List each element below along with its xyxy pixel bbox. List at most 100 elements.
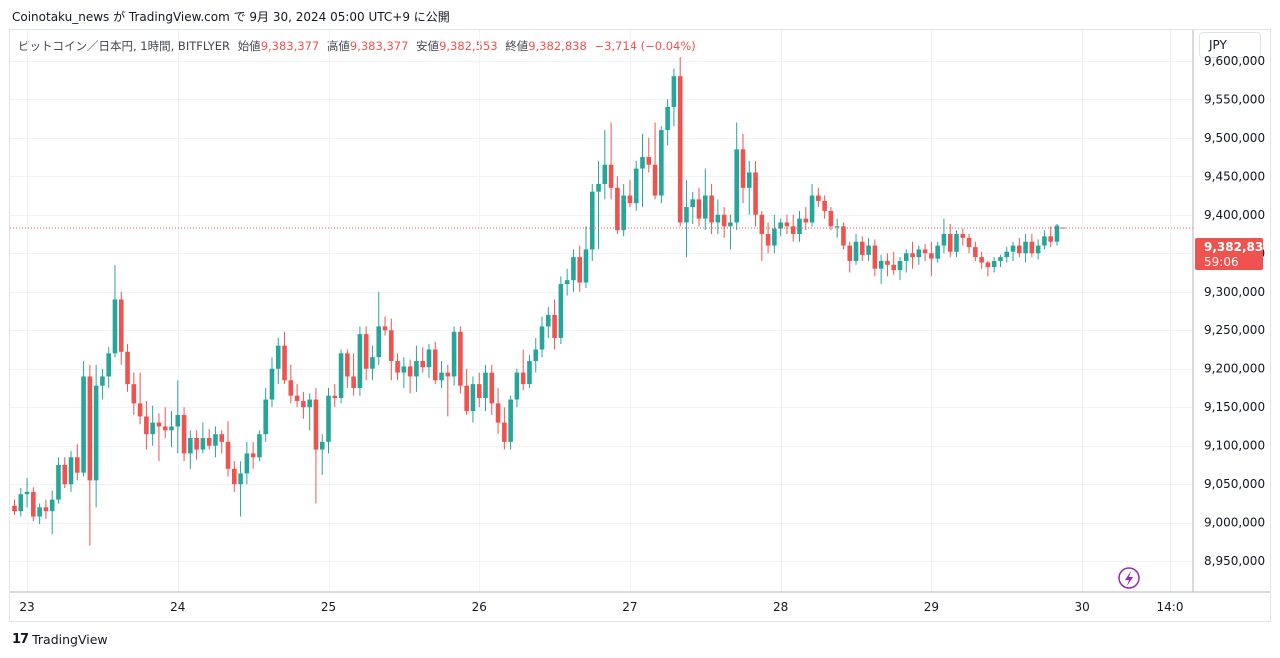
candle-body [307, 399, 312, 408]
candle-body [363, 334, 369, 369]
candle [169, 411, 174, 448]
candle-body [539, 326, 545, 350]
candle [1017, 237, 1022, 258]
candle [985, 260, 991, 277]
candle-body [596, 183, 601, 192]
candle [118, 291, 124, 365]
candle-body [577, 257, 582, 283]
candle [847, 241, 853, 273]
candle [75, 444, 80, 481]
candle-body [633, 168, 639, 204]
candle [420, 347, 425, 373]
candle-body [244, 453, 250, 474]
candle [43, 499, 49, 519]
candle-body [263, 399, 268, 435]
candle [784, 214, 790, 235]
candle [87, 364, 93, 546]
currency-button[interactable]: JPY [1199, 32, 1261, 58]
candle-body [665, 106, 670, 131]
candle-body [1023, 241, 1028, 254]
candle-body [828, 210, 834, 227]
candle-body [257, 434, 262, 458]
candle [288, 364, 294, 404]
candle [206, 428, 212, 450]
y-tick-label: 9,000,000 [1204, 516, 1265, 530]
candle-body [671, 76, 677, 107]
candle [571, 249, 576, 292]
lightning-icon[interactable] [1118, 567, 1140, 589]
y-tick-label: 9,500,000 [1204, 131, 1265, 145]
candle-body [169, 426, 174, 431]
candle-body [49, 499, 55, 512]
candle [866, 237, 871, 261]
candle [1004, 247, 1010, 263]
candle-body [382, 326, 388, 331]
y-tick-label: 9,150,000 [1204, 400, 1265, 414]
chart-frame [9, 29, 1271, 622]
publish-info: Coinotaku_news が TradingView.com で 9月 30… [12, 10, 450, 24]
candle-body [432, 349, 438, 381]
candle [602, 130, 608, 200]
candle-body [401, 366, 407, 373]
candle [671, 68, 677, 127]
candle-body [684, 207, 689, 223]
candle [93, 364, 99, 508]
candle [244, 441, 250, 485]
candle [125, 344, 130, 392]
candle [345, 349, 350, 388]
candle [106, 347, 111, 388]
candle [175, 380, 181, 454]
candle-body [294, 395, 300, 402]
tradingview-brand[interactable]: 17 TradingView [12, 632, 108, 647]
candle [357, 326, 363, 396]
candle-body [56, 464, 61, 500]
candle [533, 337, 539, 373]
candle-body [376, 326, 382, 358]
candle [709, 183, 714, 235]
candle [922, 244, 928, 261]
candle-body [533, 349, 539, 362]
candle [351, 353, 356, 396]
candle [313, 387, 319, 504]
candle [910, 241, 915, 269]
candle [853, 234, 859, 265]
candle-body [935, 245, 940, 259]
candle-body [772, 228, 777, 246]
candle [250, 441, 256, 469]
candle [1023, 234, 1028, 263]
candle [834, 218, 840, 238]
y-tick-label: 9,050,000 [1204, 477, 1265, 491]
candle [112, 264, 118, 358]
candle [520, 349, 526, 391]
candle-body [1042, 236, 1047, 246]
candle-body [345, 353, 350, 377]
candle [200, 422, 206, 454]
close-label: 終値 [505, 39, 529, 53]
candle-body [301, 401, 306, 408]
candle-body [834, 226, 840, 228]
candle-body [213, 434, 218, 446]
candle-body [282, 345, 287, 381]
candle [407, 359, 413, 394]
candle [734, 122, 739, 231]
tradingview-logo-icon: 17 [12, 632, 29, 647]
candle [1054, 224, 1060, 246]
candle-body [156, 422, 162, 427]
candle-body [81, 376, 86, 473]
candle [307, 393, 312, 431]
candle-body [144, 416, 149, 435]
candle [753, 160, 758, 227]
candle-body [332, 395, 338, 398]
price-badge-price: 9,382,838 [1204, 240, 1272, 254]
candle [439, 361, 444, 388]
candle [395, 353, 400, 381]
candle [1035, 239, 1041, 260]
candle-body [395, 361, 400, 373]
candle [56, 457, 61, 504]
candle-body [62, 464, 68, 485]
candle [765, 222, 771, 254]
symbol-label[interactable]: ビットコイン／日本円, 1時間, BITFLYER [18, 39, 231, 53]
candle-body [269, 368, 275, 400]
candle [715, 199, 721, 235]
